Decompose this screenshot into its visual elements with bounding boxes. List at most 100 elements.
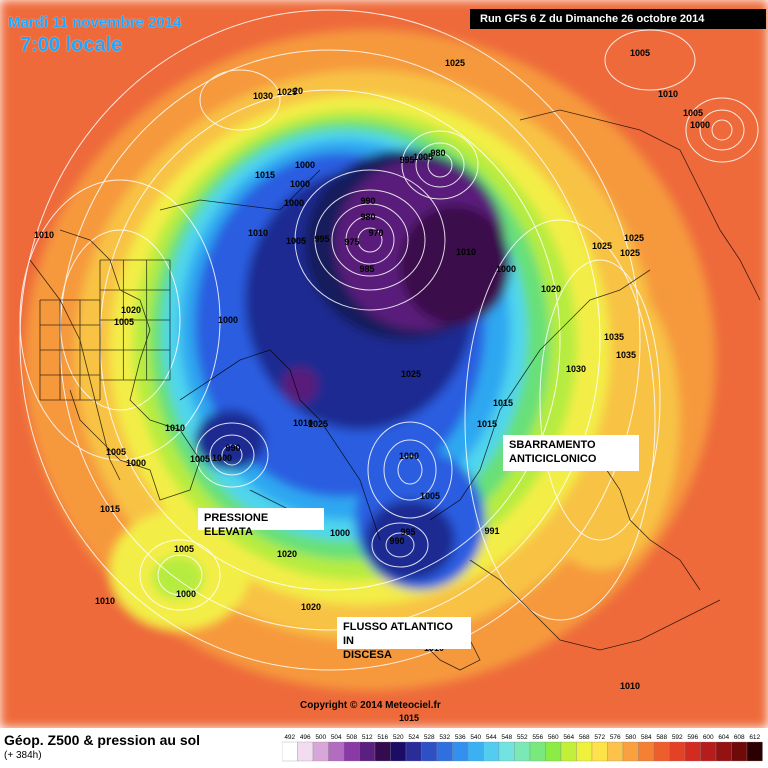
isobar xyxy=(415,142,465,188)
scale-swatch xyxy=(390,741,407,762)
scale-swatch xyxy=(622,741,639,762)
isobar xyxy=(199,69,281,131)
pressure-label: 1000 xyxy=(399,451,419,461)
isobar xyxy=(139,539,221,611)
scale-tick-label: 592 xyxy=(672,734,683,741)
pressure-label: 1030 xyxy=(253,91,273,101)
band-darkblue-trough xyxy=(365,500,455,580)
scale-swatch xyxy=(467,741,484,762)
pressure-label: 1025 xyxy=(277,87,297,97)
pressure-label: 1005 xyxy=(174,544,194,554)
pressure-label: 1010 xyxy=(34,230,54,240)
isobar xyxy=(314,189,426,291)
scale-tick-label: 532 xyxy=(439,734,450,741)
pressure-label: 1010 xyxy=(293,418,313,428)
coastline xyxy=(59,229,201,501)
pressure-label: 1005 xyxy=(413,152,433,162)
isobar xyxy=(195,422,269,488)
coastline xyxy=(469,559,721,651)
scale-swatch xyxy=(328,741,345,762)
pressure-label: 1025 xyxy=(401,369,421,379)
scale-swatch xyxy=(545,741,562,762)
scale-swatch xyxy=(576,741,593,762)
isobar xyxy=(357,227,383,253)
coastline xyxy=(179,349,381,541)
pressure-label: 1035 xyxy=(616,350,636,360)
scale-tick-label: 536 xyxy=(455,734,466,741)
scale-swatch xyxy=(715,741,732,762)
coastline xyxy=(429,269,651,521)
pressure-label: 1015 xyxy=(399,713,419,723)
pressure-label: 1000 xyxy=(176,589,196,599)
isobars xyxy=(19,9,759,671)
pressure-label: 1025 xyxy=(308,419,328,429)
pressure-label: 995 xyxy=(399,155,414,165)
scale-swatch xyxy=(669,741,686,762)
scale-tick-label: 580 xyxy=(625,734,636,741)
scale-tick-label: 492 xyxy=(284,734,295,741)
pressure-label: 995 xyxy=(314,234,329,244)
scale-tick-label: 612 xyxy=(749,734,760,741)
scale-tick-label: 588 xyxy=(656,734,667,741)
pressure-label: 1015 xyxy=(255,170,275,180)
coastline xyxy=(599,459,701,591)
scale-swatch xyxy=(700,741,717,762)
isobar xyxy=(699,109,745,151)
scale-tick-label: 500 xyxy=(315,734,326,741)
scale-swatch xyxy=(529,741,546,762)
pressure-label: 1035 xyxy=(604,332,624,342)
isobar xyxy=(604,29,696,91)
isobar xyxy=(371,522,429,568)
scale-tick-label: 548 xyxy=(501,734,512,741)
band-deep-purple xyxy=(400,205,510,325)
scale-swatch xyxy=(297,741,314,762)
scale-swatch xyxy=(591,741,608,762)
pressure-label: 1020 xyxy=(121,305,141,315)
pressure-label: 1015 xyxy=(100,504,120,514)
pressure-label: 1000 xyxy=(295,160,315,170)
pressure-label: 1005 xyxy=(420,491,440,501)
pressure-label: 1020 xyxy=(301,602,321,612)
pressure-label: 980 xyxy=(430,148,445,158)
isobar xyxy=(209,434,255,476)
pressure-label: 1020 xyxy=(541,284,561,294)
scale-swatch xyxy=(653,741,670,762)
scale-tick-label: 508 xyxy=(346,734,357,741)
isobar xyxy=(157,554,203,596)
isobar xyxy=(383,439,437,501)
pressure-label: 1025 xyxy=(592,241,612,251)
legend-title: Géop. Z500 & pression au sol xyxy=(4,732,201,748)
isobar xyxy=(345,215,395,265)
scale-tick-label: 564 xyxy=(563,734,574,741)
scale-tick-label: 584 xyxy=(641,734,652,741)
pressure-label: 1010 xyxy=(620,681,640,691)
isobar xyxy=(685,97,759,163)
color-scale: 492 496 500 504 508 512 516 520 524 528 532 536 540 5… xyxy=(282,734,763,762)
pressure-label: 1025 xyxy=(624,233,644,243)
scale-tick-label: 556 xyxy=(532,734,543,741)
pressure-label: 985 xyxy=(359,264,374,274)
band-purple-small xyxy=(282,367,318,403)
scale-tick-label: 552 xyxy=(517,734,528,741)
forecast-time: 7:00 locale xyxy=(20,34,123,56)
coastlines xyxy=(29,109,761,671)
pressure-label: 1000 xyxy=(290,179,310,189)
pressure-label: 990 xyxy=(360,196,375,206)
pressure-label: 1010 xyxy=(658,89,678,99)
scale-swatch xyxy=(374,741,391,762)
scale-swatch xyxy=(746,741,763,762)
run-info: Run GFS 6 Z du Dimanche 26 octobre 2014 xyxy=(470,9,766,29)
pressure-label: 970 xyxy=(368,228,383,238)
scale-swatch xyxy=(312,741,329,762)
pressure-label: 1015 xyxy=(477,419,497,429)
pressure-label: 20 xyxy=(293,86,303,96)
pressure-label: 975 xyxy=(344,237,359,247)
coastline xyxy=(519,109,761,301)
scale-tick-label: 568 xyxy=(579,734,590,741)
isobar xyxy=(221,444,243,466)
scale-swatch xyxy=(514,741,531,762)
legend-subtitle: (+ 384h) xyxy=(4,750,42,761)
pressure-label: 1010 xyxy=(95,596,115,606)
isobar xyxy=(367,421,453,519)
